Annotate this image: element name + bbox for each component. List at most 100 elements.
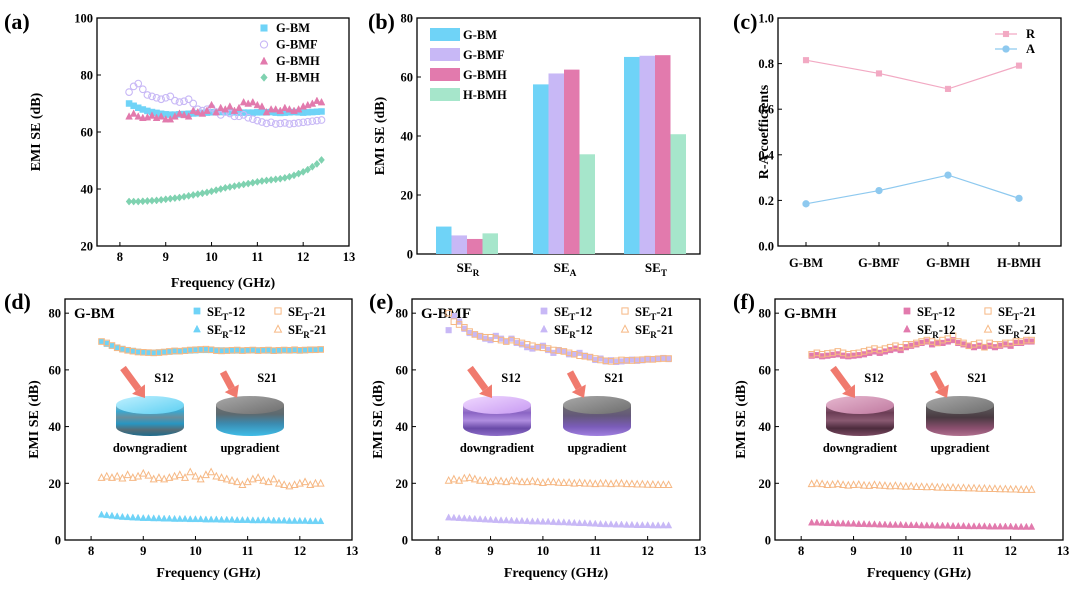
data-point (258, 102, 266, 110)
legend-marker (984, 307, 992, 315)
data-point (465, 514, 474, 522)
data-point (559, 478, 568, 487)
panel-label: (c) (733, 9, 757, 34)
data-point (460, 514, 468, 522)
legend-label: G-BM (276, 21, 310, 35)
data-point (981, 343, 988, 351)
data-point (143, 91, 152, 99)
data-point (108, 511, 116, 519)
data-point (828, 479, 837, 488)
data-point (217, 515, 226, 523)
data-point (570, 518, 578, 526)
x-tick-label: 11 (242, 544, 254, 558)
s21-label: S21 (604, 371, 623, 385)
data-point (165, 473, 174, 481)
data-point (207, 100, 216, 109)
y-tick-label: 60 (49, 363, 62, 377)
data-point (130, 197, 137, 206)
data-point (507, 475, 516, 484)
x-tick-label: SER (457, 260, 480, 279)
legend-marker (903, 324, 911, 333)
data-point (996, 484, 1005, 493)
bar (467, 238, 483, 254)
upgradient-label: upgradient (930, 441, 990, 455)
legend-label: R (1026, 27, 1036, 41)
legend-label: G-BMH (463, 68, 507, 82)
data-point (865, 520, 873, 528)
legend-label: SER-21 (998, 323, 1036, 340)
data-point (233, 477, 242, 486)
data-point (191, 471, 200, 480)
x-tick-label: 12 (297, 250, 310, 264)
legend-swatch (430, 68, 460, 81)
legend-label: H-BMH (463, 88, 507, 102)
data-point (449, 474, 458, 483)
y-axis-title: EMI SE (dB) (29, 92, 44, 171)
data-point (275, 516, 283, 524)
data-point (180, 473, 190, 481)
y-tick-label: 40 (759, 420, 772, 434)
data-point (317, 517, 325, 525)
data-point (943, 483, 952, 491)
data-point (102, 471, 111, 480)
data-point (113, 471, 122, 480)
cylinder-top (563, 396, 631, 414)
y-tick-label: 0 (55, 534, 61, 548)
data-point (1007, 522, 1015, 530)
data-point (254, 516, 262, 524)
data-point (189, 99, 198, 108)
arrow-head (224, 384, 239, 398)
legend-marker (621, 307, 629, 315)
data-point (849, 480, 858, 489)
data-point (271, 105, 280, 113)
data-point (1022, 485, 1031, 493)
data-point (281, 173, 289, 182)
data-point (596, 478, 605, 487)
data-point (460, 473, 469, 482)
wave-arrow (929, 370, 945, 390)
data-point (502, 516, 510, 524)
x-axis-title: Frequency (GHz) (156, 566, 261, 581)
data-point (901, 481, 910, 490)
y-tick-label: 80 (401, 12, 414, 26)
x-axis-title: Frequency (GHz) (504, 566, 609, 581)
data-point (828, 519, 837, 527)
data-point (165, 514, 173, 522)
data-point (538, 478, 547, 487)
cylinder-top (463, 396, 531, 414)
data-point (157, 112, 165, 120)
data-point (654, 521, 662, 529)
bar (639, 55, 655, 255)
data-point (313, 159, 321, 168)
data-point (643, 479, 652, 488)
legend-swatch (430, 28, 460, 41)
data-point (985, 484, 994, 492)
data-point (138, 85, 147, 94)
data-point (565, 518, 573, 526)
y-tick-label: 100 (74, 12, 93, 26)
data-point (896, 481, 905, 490)
s12-label: S12 (154, 371, 173, 385)
data-point (959, 483, 968, 492)
data-point (617, 520, 626, 528)
data-point (445, 309, 452, 317)
x-tick-label: 9 (850, 544, 856, 558)
y-tick-label: 0.4 (758, 148, 774, 162)
data-point (802, 200, 810, 208)
data-point (859, 480, 869, 489)
data-point (270, 516, 278, 524)
arrow-head (479, 384, 492, 398)
legend-marker (273, 324, 283, 333)
data-point (186, 467, 195, 476)
x-tick-label: G-BMH (926, 256, 970, 270)
y-tick-label: 60 (396, 363, 409, 377)
data-point (954, 483, 963, 492)
data-point (202, 515, 210, 523)
data-point (267, 118, 275, 127)
x-tick-label: 9 (140, 544, 146, 558)
y-axis-title: EMI SE (dB) (371, 380, 386, 459)
data-point (602, 520, 610, 528)
data-point (301, 477, 310, 486)
data-point (281, 103, 289, 112)
x-axis-title: Frequency (GHz) (867, 566, 972, 581)
